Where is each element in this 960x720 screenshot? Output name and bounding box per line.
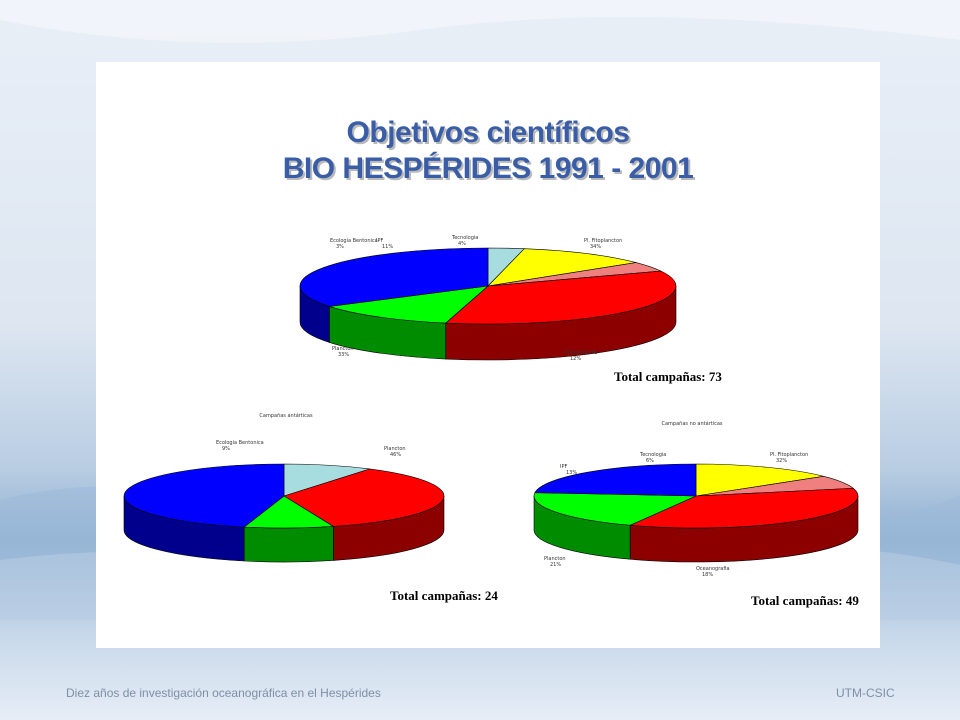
slice-value-1-3: 4% [458,241,466,247]
slice-label-1-4: Pl. Fitoplancton [584,238,622,244]
slice-value-3-2: 6% [646,458,654,464]
pie-side-2-3 [243,526,334,563]
slice-label-2-4: Plancton [384,446,406,452]
slice-value-1-5: 12% [570,356,581,362]
slice-value-1-6: 33% [338,352,349,358]
slice-label-3-5: Plancton [544,556,566,562]
footer-right: UTM-CSIC [836,686,895,700]
slice-value-1-2: 11% [382,244,393,250]
pie-slice-1-4 [444,270,677,325]
pie-slice-1-2 [487,248,637,287]
slice-label-1-1: Ecologia Bentonica [330,238,378,244]
slice-label-1-6: Plancton [332,346,354,352]
pie-slice-2-1 [283,463,370,497]
pie-slice-3-5 [534,463,697,497]
slide-title-line1: Objetivos científicos [346,116,630,149]
slice-value-3-3: 32% [776,458,787,464]
pie-slice-3-1 [695,463,824,497]
footer-left: Diez años de investigación oceanográfica… [66,686,381,700]
chart-title-2: Campañas antárticas [259,412,313,419]
pie-slice-2-2 [283,468,445,527]
slide-panel: Objetivos científicos BIO HESPÉRIDES 199… [96,62,880,648]
slice-value-3-1: 13% [566,470,577,476]
slice-value-1-1: 3% [336,244,344,250]
slice-value-3-4: 18% [702,572,713,578]
slice-value-2-4: 46% [390,452,401,458]
chart-title-3: Campañas no antárticas [662,420,723,427]
total-campaigns-2: Total campañas: 24 [390,588,498,603]
slice-label-3-1: IPF [560,464,567,470]
slice-label-1-5: Oceanografia [564,350,598,356]
slice-label-3-3: Pl. Fitoplancton [770,452,808,458]
total-campaigns-1: Total campañas: 73 [614,369,722,384]
pie-slice-2-3 [243,495,335,529]
slice-label-3-4: Oceanografia [696,566,730,572]
total-campaigns-3: Total campañas: 49 [751,593,859,608]
slice-label-1-3: Tecnologia [451,235,478,241]
slice-value-2-1: 9% [222,446,230,452]
slide-title-line2: BIO HESPÉRIDES 1991 - 2001 [282,152,694,185]
slice-label-2-1: Ecologia Bentonica [216,440,264,446]
pie-slice-3-4 [533,492,697,526]
slice-value-3-5: 21% [550,562,561,568]
slice-label-1-2: IPF [376,238,383,244]
slice-label-3-2: Tecnologia [639,452,666,458]
pie-slice-1-6 [299,247,489,307]
slice-value-1-4: 34% [590,244,601,250]
pie-slice-2-4 [123,463,285,528]
pie-slice-3-3 [629,487,859,529]
pie-slice-1-5 [329,285,489,324]
